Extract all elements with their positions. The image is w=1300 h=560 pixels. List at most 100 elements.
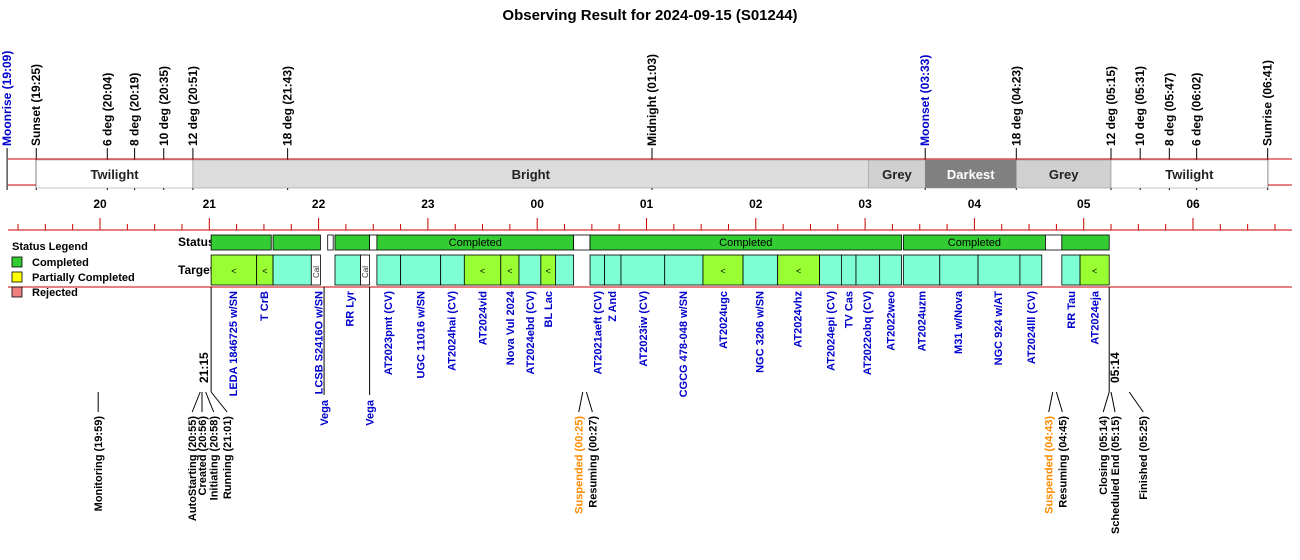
target-label-21: AT2022weo [886,291,898,351]
top-events-group: Moonrise (19:09) Sunset (19:25) 6 deg (20:… [0,51,1275,190]
hour-label-02: 02 [749,197,763,211]
top-event-label-1: Sunset (19:25) [29,64,43,146]
top-event-label-6: 18 deg (21:43) [281,66,295,146]
target-block-13 [555,254,575,286]
target-label-22: AT2024uzm [917,291,929,352]
legend-item-2: Rejected [32,287,78,299]
bottom-event-leader-1 [191,391,201,413]
bottom-event-label-3: Initiating (20:58) [209,416,221,501]
legend-item-1: Partially Completed [32,272,135,284]
target-block-0 [210,254,258,286]
target-block-28 [1019,254,1043,286]
target-label-13: AT2023iw (CV) [638,291,650,367]
hour-label-22: 22 [312,197,326,211]
target-block-mark-10: < [507,266,512,276]
target-block-mark-20: < [796,266,801,276]
sky-band-grey-4 [1016,159,1112,189]
status-block-3 [334,234,371,251]
bottom-event-label-7: Suspended (04:43) [1044,416,1056,514]
target-label-18: AT2024epi (CV) [825,291,837,371]
bottom-event-label-8: Resuming (04:45) [1057,416,1069,508]
status-block-label-7: Completed [719,237,772,249]
top-event-label-5: 12 deg (20:51) [186,66,200,146]
sky-band-label-1: Bright [512,167,551,182]
status-block-9 [1045,234,1063,251]
target-label-12: Z And [607,291,619,322]
hour-axis-group: 20 21 22 23 00 01 02 03 04 05 06 [17,197,1276,230]
sky-band-grey-2 [868,159,926,189]
bottom-events-group: Monitoring (19:59) AutoStarting (20:55)Cr… [93,391,1150,534]
target-block-18 [702,254,744,286]
target-block-mark-18: < [720,266,725,276]
target-label-14: CGCG 478-048 w/SN [678,291,690,397]
bottom-event-leader-5 [578,391,584,413]
target-block-15 [604,254,622,286]
top-event-label-10: 12 deg (05:15) [1104,66,1118,146]
target-block-16 [620,254,666,286]
status-block-7 [589,234,902,251]
top-event-label-14: Sunrise (06:41) [1261,60,1275,146]
top-event-label-9: 18 deg (04:23) [1009,66,1023,146]
hour-label-00: 00 [531,197,545,211]
targets-row: < < Cal Cal < < < < < < [210,254,1110,286]
target-block-20 [777,254,820,286]
top-event-label-2: 6 deg (20:04) [100,73,114,146]
top-event-label-3: 8 deg (20:19) [128,73,142,146]
sky-band-label-4: Grey [1049,167,1079,182]
sky-band-darkest-3 [924,159,1017,189]
bottom-event-label-6: Resuming (00:27) [587,416,599,508]
top-event-label-0: Moonrise (19:09) [0,51,14,146]
target-block-4 [334,254,361,286]
target-label-27: AT2024eja [1090,290,1102,344]
target-label-24: NGC 924 w/AT [993,291,1005,366]
target-block-mark-30: < [1092,266,1097,276]
target-label-7: AT2024vid [478,291,490,345]
bottom-event-leader-11 [1128,391,1144,413]
target-block-29 [1061,254,1081,286]
target-block-mark-12: < [545,266,550,276]
hour-label-01: 01 [640,197,654,211]
sky-band-label-2: Grey [882,167,912,182]
target-label-6: AT2024hai (CV) [447,291,459,371]
sky-band-twilight-5 [1110,159,1268,189]
hour-label-05: 05 [1077,197,1091,211]
target-label-17: AT2024vhz [793,291,805,348]
target-label-1: T CrB [259,291,271,321]
bottom-event-label-0: Monitoring (19:59) [93,416,105,512]
legend-title: Status Legend [12,241,88,253]
target-label-26: RR Tau [1066,291,1078,329]
top-event-label-8: Moonset (03:33) [918,55,932,146]
sky-bands-group: Twilight Bright Grey Darkest Grey Twilight [8,158,1292,288]
bottom-event-leader-6 [585,391,593,413]
target-block-6 [376,254,401,286]
top-event-label-11: 10 deg (05:31) [1133,66,1147,146]
target-block-mark-1: < [262,266,267,276]
sky-band-label-5: Twilight [1165,167,1214,182]
bottom-event-label-9: Closing (05:14) [1098,416,1110,495]
target-block-cal-3: Cal [312,266,321,278]
target-label-11: AT2021aeft (CV) [592,291,604,375]
hour-label-06: 06 [1186,197,1200,211]
bottom-event-label-2: Created (20:56) [197,416,209,496]
targets-row-label: Targets [178,263,221,277]
sky-band-label-0: Twilight [91,167,140,182]
sky-band-label-3: Darkest [947,167,995,182]
hour-label-21: 21 [203,197,217,211]
hour-label-20: 20 [93,197,107,211]
cal-label-0: Vega [319,399,331,426]
target-block-5 [360,254,371,286]
bottom-event-label-10: Scheduled End (05:15) [1110,416,1122,534]
bottom-event-leader-7 [1048,391,1054,413]
bottom-event-leader-3 [205,391,215,413]
hour-label-03: 03 [858,197,872,211]
bottom-event-label-11: Finished (05:25) [1138,416,1150,500]
status-legend: Status Legend Completed Partially Complete… [11,241,135,299]
cal-label-1: Vega [365,399,377,426]
target-block-19 [742,254,779,286]
sky-band-bright-1 [192,159,869,189]
target-block-11 [518,254,542,286]
target-label-4: AT2023pmt (CV) [383,291,395,375]
status-block-2 [327,234,334,251]
top-event-label-12: 8 deg (05:47) [1162,73,1176,146]
target-block-24 [879,254,902,286]
